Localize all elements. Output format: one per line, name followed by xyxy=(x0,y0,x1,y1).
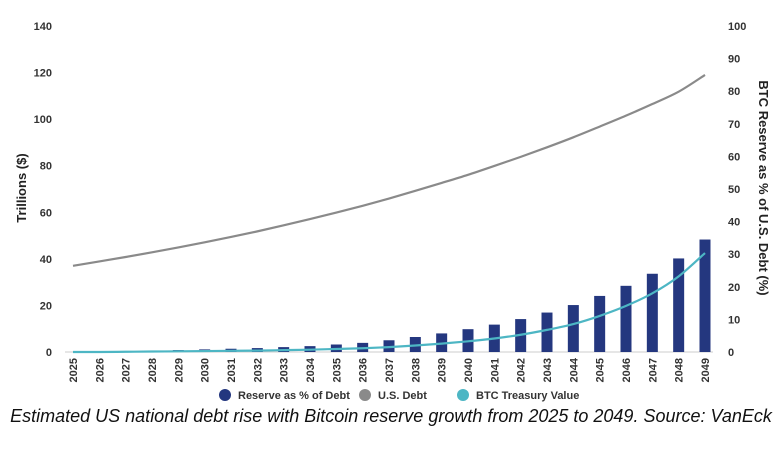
y-tick-right-label: 70 xyxy=(728,119,740,131)
x-tick-label: 2039 xyxy=(437,358,449,382)
bar-reserve-pct xyxy=(646,273,658,352)
y-tick-left-label: 140 xyxy=(34,21,52,33)
bar-reserve-pct xyxy=(541,312,553,352)
line-u-s-debt xyxy=(72,73,706,267)
y-tick-left-label: 60 xyxy=(40,207,52,219)
x-tick-label: 2047 xyxy=(647,358,659,382)
bar-reserve-pct xyxy=(699,239,711,352)
y-tick-right-label: 100 xyxy=(728,21,746,33)
x-tick-label: 2035 xyxy=(331,358,343,382)
y-axis-title-left: Trillions ($) xyxy=(14,153,29,222)
legend-marker xyxy=(219,389,231,401)
x-tick-label: 2029 xyxy=(173,358,185,382)
x-tick-label: 2025 xyxy=(68,358,80,382)
x-tick-label: 2045 xyxy=(595,358,607,382)
left-axis-ticks: 0 20 40 60 80 100 120 140 xyxy=(34,21,52,359)
y-tick-left-label: 80 xyxy=(40,161,52,173)
x-tick-label: 2041 xyxy=(489,358,501,382)
bar-reserve-pct xyxy=(594,295,606,352)
y-tick-left-label: 40 xyxy=(40,254,52,266)
y-tick-left-label: 120 xyxy=(34,68,52,80)
right-axis-ticks: 0 10 20 30 40 50 60 70 80 90 100 xyxy=(728,21,746,359)
x-tick-label: 2037 xyxy=(384,358,396,382)
x-tick-label: 2033 xyxy=(279,358,291,382)
x-tick-label: 2043 xyxy=(542,358,554,382)
bar-series-reserve xyxy=(146,239,711,352)
bar-reserve-pct xyxy=(620,285,632,352)
x-tick-label: 2042 xyxy=(516,358,528,382)
y-tick-right-label: 20 xyxy=(728,282,740,294)
x-tick-label: 2046 xyxy=(621,358,633,382)
legend-label: U.S. Debt xyxy=(378,390,427,402)
x-tick-label: 2027 xyxy=(121,358,133,382)
bar-reserve-pct xyxy=(673,258,685,352)
y-tick-right-label: 30 xyxy=(728,249,740,261)
x-tick-label: 2030 xyxy=(200,358,212,382)
y-tick-right-label: 0 xyxy=(728,347,734,359)
legend: Reserve as % of Debt U.S. Debt BTC Treasur… xyxy=(219,389,579,402)
x-tick-label: 2049 xyxy=(700,358,712,382)
x-tick-label: 2036 xyxy=(358,358,370,382)
x-tick-label: 2031 xyxy=(226,358,238,382)
y-tick-left-label: 100 xyxy=(34,114,52,126)
legend-marker xyxy=(457,389,469,401)
x-tick-label: 2038 xyxy=(410,358,422,382)
y-tick-right-label: 40 xyxy=(728,217,740,229)
x-tick-label: 2048 xyxy=(674,358,686,382)
y-tick-left-label: 0 xyxy=(46,347,52,359)
y-tick-right-label: 50 xyxy=(728,184,740,196)
x-tick-label: 2026 xyxy=(94,358,106,382)
y-tick-right-label: 60 xyxy=(728,151,740,163)
y-tick-left-label: 20 xyxy=(40,300,52,312)
x-tick-label: 2034 xyxy=(305,357,317,382)
x-axis-ticks: 2025 2026 2027 2028 2029 2030 2031 2032 2033 2034… xyxy=(68,357,712,382)
x-tick-label: 2044 xyxy=(568,357,580,382)
y-axis-title-right: BTC Reserve as % of U.S. Debt (%) xyxy=(756,80,771,295)
line-btc-treasury-value xyxy=(72,252,706,354)
y-tick-right-label: 10 xyxy=(728,314,740,326)
legend-marker xyxy=(359,389,371,401)
x-tick-label: 2032 xyxy=(252,358,264,382)
caption: Estimated US national debt rise with Bit… xyxy=(10,406,772,426)
y-tick-right-label: 80 xyxy=(728,86,740,98)
y-tick-right-label: 90 xyxy=(728,54,740,66)
x-tick-label: 2040 xyxy=(463,358,475,382)
x-tick-label: 2028 xyxy=(147,358,159,382)
legend-label: Reserve as % of Debt xyxy=(238,390,350,402)
legend-label: BTC Treasury Value xyxy=(476,390,579,402)
bar-reserve-pct xyxy=(567,305,579,352)
line-series xyxy=(72,73,706,354)
